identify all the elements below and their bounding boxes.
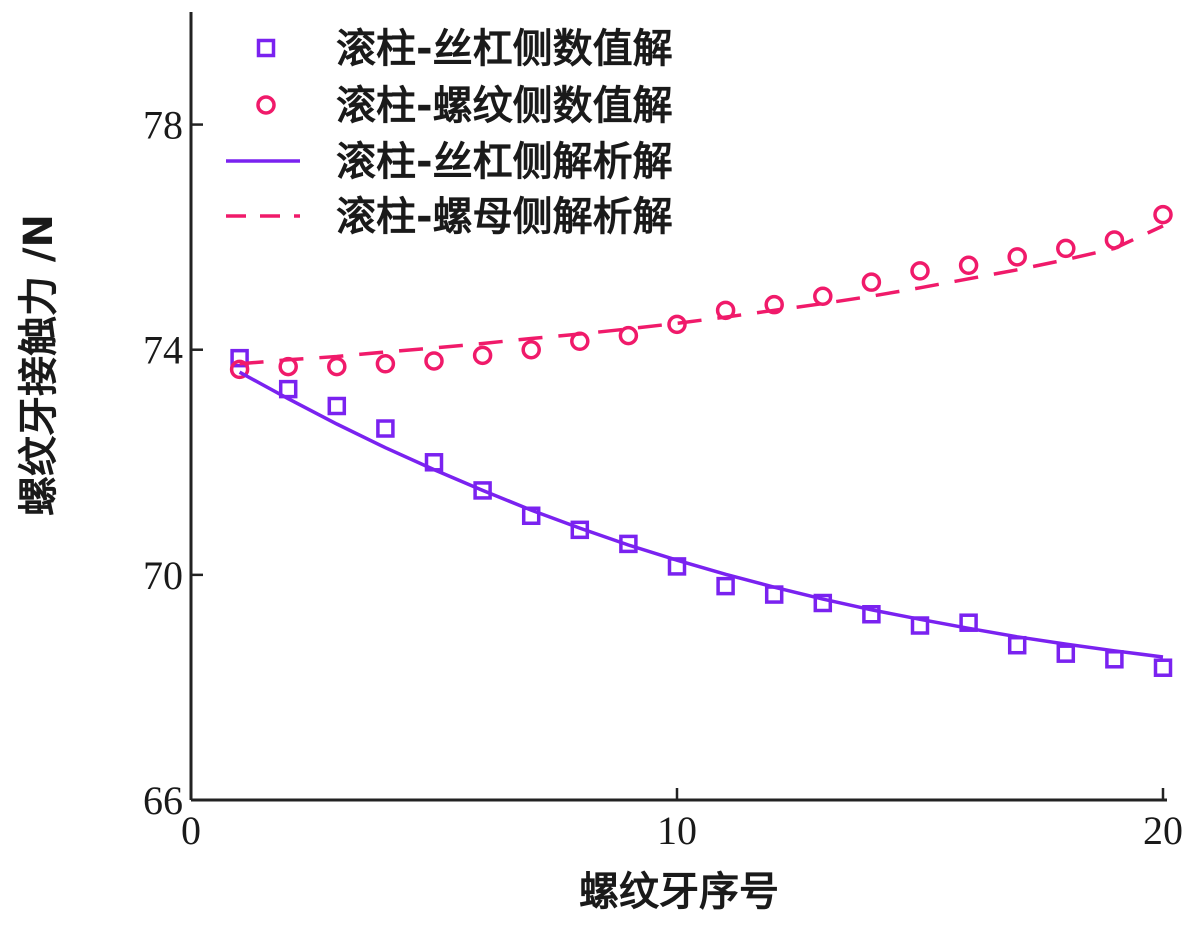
y-tick-label: 74 xyxy=(143,328,183,373)
y-axis-title: 螺纹牙接触力 /N xyxy=(16,214,62,516)
x-tick-label: 20 xyxy=(1143,808,1183,853)
data-point xyxy=(813,593,833,613)
data-point xyxy=(1105,650,1124,669)
data-point xyxy=(1153,204,1173,225)
data-point xyxy=(862,605,881,624)
legend-label: 滚柱-螺纹侧数值解 xyxy=(336,83,673,129)
data-point xyxy=(229,359,250,380)
x-tick-label: 0 xyxy=(181,808,201,853)
y-tick-label: 78 xyxy=(143,103,183,148)
legend-label: 滚柱-螺母侧解析解 xyxy=(336,194,673,240)
data-point xyxy=(618,325,639,346)
data-point xyxy=(1056,238,1076,259)
data-point xyxy=(667,314,687,335)
data-point xyxy=(230,348,249,368)
data-point xyxy=(473,481,492,500)
legend-label: 滚柱-丝杠侧解析解 xyxy=(336,139,673,185)
legend-marker-swatch xyxy=(256,38,276,58)
legend-marker-swatch xyxy=(256,95,276,115)
data-point xyxy=(1153,658,1173,677)
axes xyxy=(189,12,1167,802)
series-4 xyxy=(239,224,1164,366)
tick-labels: 66 70 74 78 0 10 20 xyxy=(143,103,1183,853)
series-1 xyxy=(230,348,1173,677)
data-point xyxy=(327,396,347,416)
legend-entry: 滚柱-丝杠侧解析解 xyxy=(226,139,673,185)
data-point xyxy=(1007,635,1027,655)
data-point xyxy=(278,379,298,399)
data-point xyxy=(1007,247,1027,267)
data-point xyxy=(521,339,541,360)
y-tick-label: 70 xyxy=(143,553,183,598)
legend-label: 滚柱-丝杠侧数值解 xyxy=(336,26,673,72)
axis-ticks xyxy=(189,123,1165,802)
data-point xyxy=(958,255,979,276)
data-point xyxy=(716,576,735,596)
data-point xyxy=(327,356,347,377)
data-point xyxy=(910,261,930,281)
data-point xyxy=(959,613,978,632)
y-tick-label: 66 xyxy=(143,778,183,823)
data-point xyxy=(375,354,396,374)
series-line xyxy=(238,370,1164,659)
data-point xyxy=(1056,644,1076,663)
legend-entry: 滚柱-螺母侧解析解 xyxy=(226,194,673,240)
data-point xyxy=(813,286,833,306)
data-point xyxy=(472,345,493,366)
x-axis-title: 螺纹牙序号 xyxy=(579,869,779,915)
legend-entry: 滚柱-螺纹侧数值解 xyxy=(256,83,673,129)
data-point xyxy=(861,272,882,292)
data-point xyxy=(424,351,444,371)
x-tick-label: 10 xyxy=(657,808,697,853)
series-layer xyxy=(229,204,1173,677)
series-line xyxy=(239,224,1164,366)
data-point xyxy=(764,294,784,315)
series-3 xyxy=(238,370,1164,659)
data-point xyxy=(376,419,395,438)
legend-entry: 滚柱-丝杠侧数值解 xyxy=(256,26,673,72)
